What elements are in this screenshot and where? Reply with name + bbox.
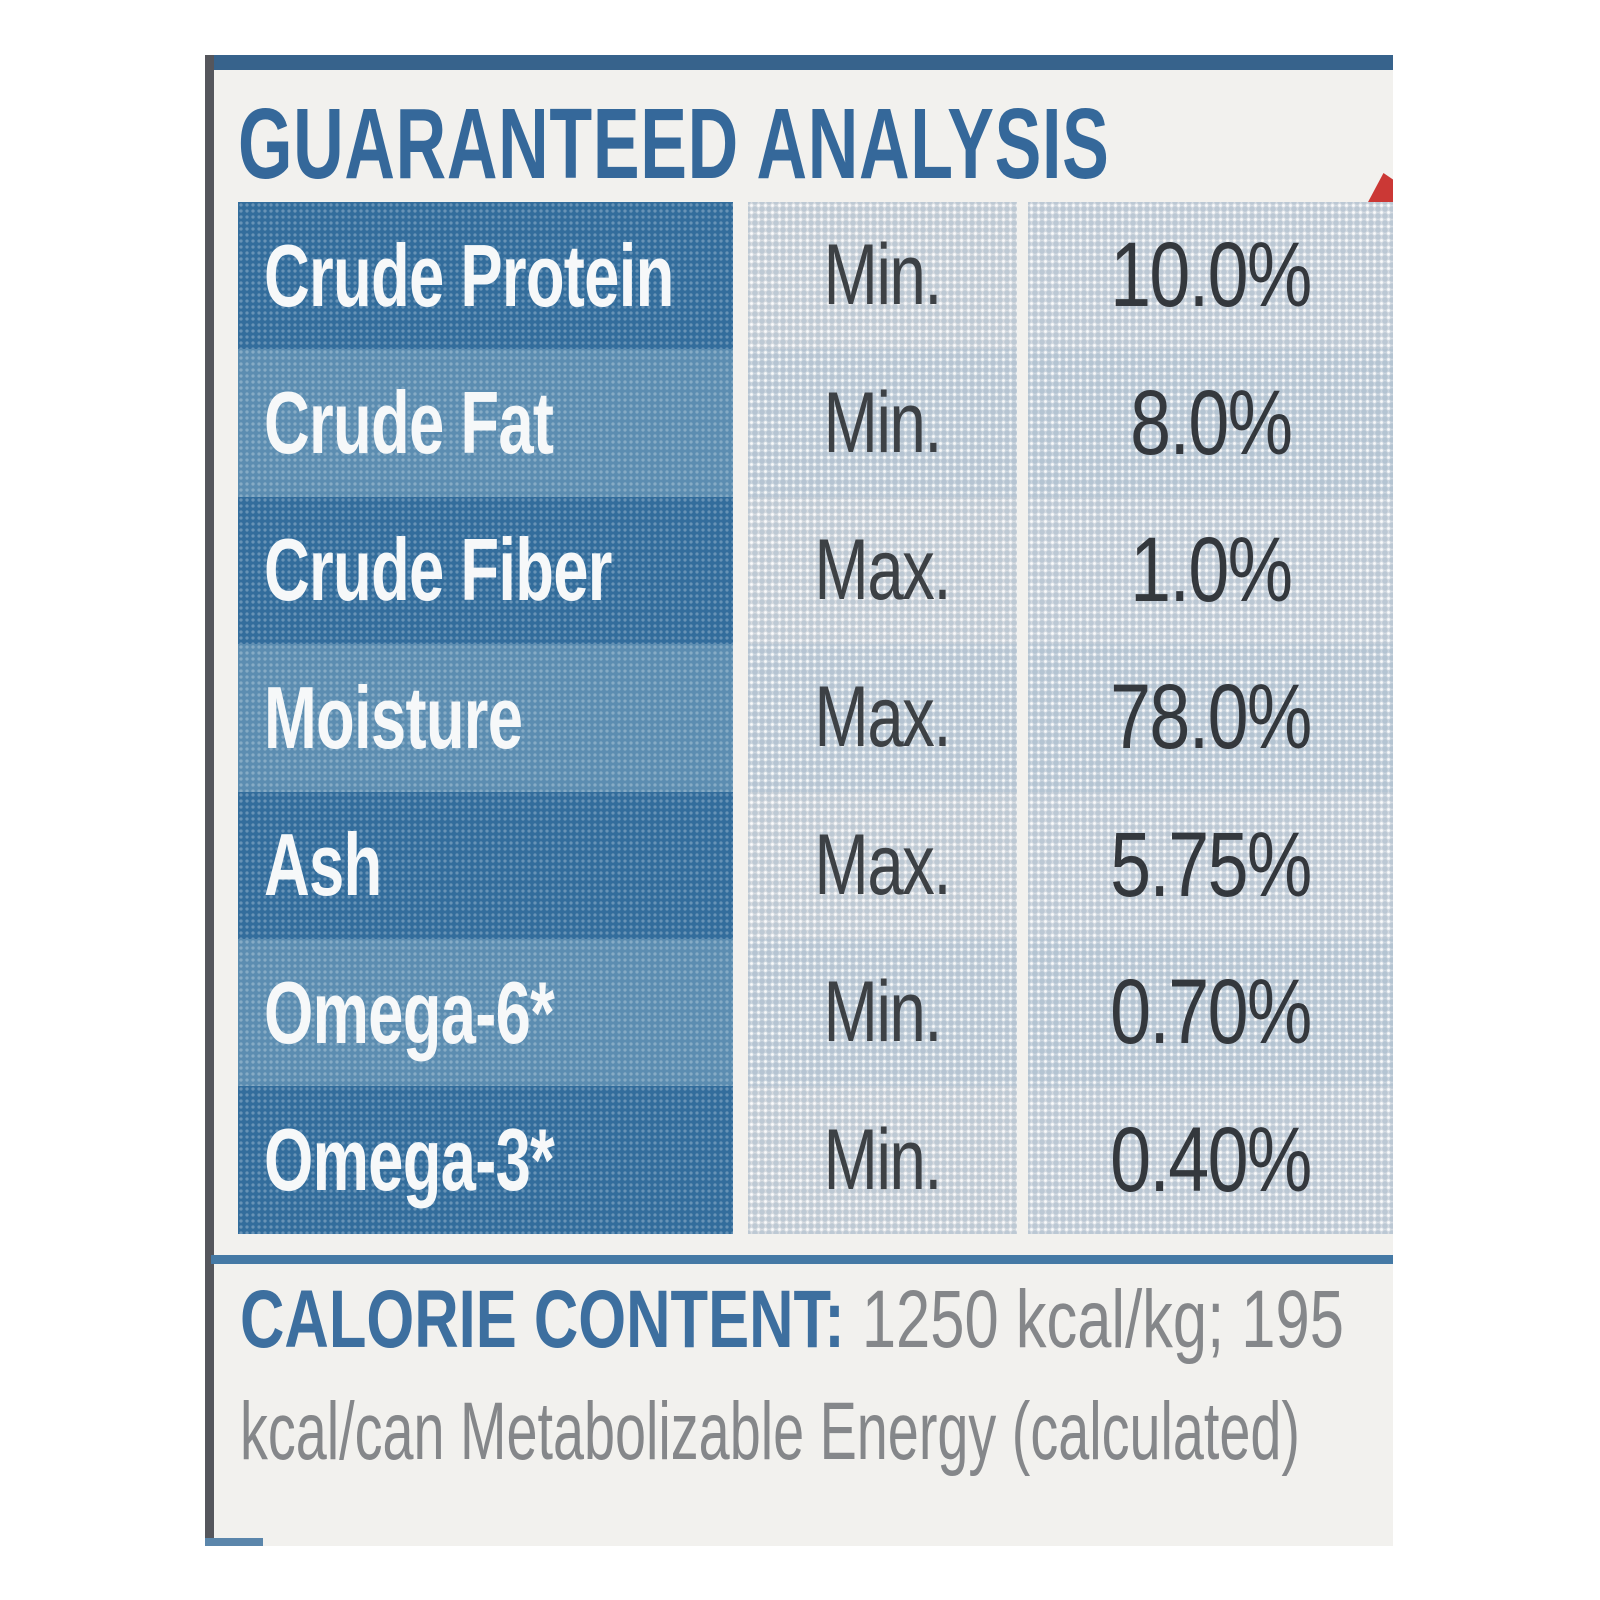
- basis-cell: Max.: [748, 791, 1017, 939]
- percent-value: 5.75%: [1110, 813, 1312, 916]
- calorie-content-value: 1250 kcal/kg; 195: [861, 1274, 1344, 1365]
- nutrient-name: Omega-6*: [264, 962, 555, 1062]
- nutrient-cell: Ash: [238, 791, 733, 939]
- nutrient-cell: Moisture: [238, 644, 733, 792]
- basis-label: Max.: [814, 669, 952, 766]
- table-row: Ash Max. 5.75%: [238, 791, 1393, 939]
- percent-value: 10.0%: [1110, 224, 1312, 327]
- percent-value: 1.0%: [1129, 518, 1293, 621]
- section-divider-line: [211, 1255, 1393, 1264]
- basis-cell: Max.: [748, 496, 1017, 645]
- percent-value: 0.70%: [1110, 961, 1312, 1064]
- nutrient-name: Crude Fiber: [264, 520, 612, 620]
- calorie-content-heading: CALORIE CONTENT:: [240, 1274, 845, 1365]
- nutrient-cell: Omega-3*: [238, 1086, 733, 1234]
- value-cell: 5.75%: [1028, 791, 1393, 939]
- table-row: Moisture Max. 78.0%: [238, 644, 1393, 792]
- basis-label: Max.: [814, 521, 952, 618]
- nutrient-cell: Crude Fiber: [238, 496, 733, 645]
- nutrient-cell: Omega-6*: [238, 938, 733, 1087]
- label-top-border: [205, 55, 1393, 70]
- basis-label: Max.: [814, 816, 952, 913]
- guaranteed-analysis-table: Crude Protein Min. 10.0% Crude Fat Min. …: [238, 202, 1393, 1234]
- basis-cell: Min.: [748, 1086, 1017, 1234]
- percent-value: 0.40%: [1110, 1108, 1312, 1211]
- basis-label: Min.: [823, 964, 943, 1061]
- table-row: Crude Fat Min. 8.0%: [238, 349, 1393, 497]
- nutrient-name: Omega-3*: [264, 1110, 555, 1210]
- basis-cell: Min.: [748, 202, 1017, 350]
- percent-value: 8.0%: [1129, 371, 1293, 474]
- label-bottom-edge-mark: [205, 1538, 263, 1546]
- table-row: Omega-6* Min. 0.70%: [238, 938, 1393, 1087]
- nutrient-cell: Crude Fat: [238, 349, 733, 497]
- table-row: Crude Fiber Max. 1.0%: [238, 496, 1393, 645]
- value-cell: 0.70%: [1028, 938, 1393, 1087]
- calorie-content-continuation: kcal/can Metabolizable Energy (calculate…: [240, 1386, 1300, 1477]
- basis-label: Min.: [823, 227, 943, 324]
- value-cell: 1.0%: [1028, 496, 1393, 645]
- nutrient-cell: Crude Protein: [238, 202, 733, 350]
- label-left-edge: [205, 55, 214, 1546]
- table-row: Crude Protein Min. 10.0%: [238, 202, 1393, 350]
- value-cell: 78.0%: [1028, 644, 1393, 792]
- calorie-content-line: CALORIE CONTENT: 1250 kcal/kg; 195: [240, 1273, 1344, 1367]
- basis-label: Min.: [823, 1111, 943, 1208]
- nutrient-name: Ash: [264, 815, 382, 915]
- basis-cell: Max.: [748, 644, 1017, 792]
- nutrient-name: Crude Protein: [264, 225, 674, 325]
- basis-label: Min.: [823, 374, 943, 471]
- nutrient-name: Crude Fat: [264, 373, 554, 473]
- basis-cell: Min.: [748, 349, 1017, 497]
- percent-value: 78.0%: [1110, 666, 1312, 769]
- pet-food-label: GUARANTEED ANALYSIS Crude Protein Min. 1…: [205, 55, 1393, 1546]
- value-cell: 10.0%: [1028, 202, 1393, 350]
- value-cell: 0.40%: [1028, 1086, 1393, 1234]
- table-row: Omega-3* Min. 0.40%: [238, 1086, 1393, 1234]
- basis-cell: Min.: [748, 938, 1017, 1087]
- nutrient-name: Moisture: [264, 667, 523, 767]
- guaranteed-analysis-title: GUARANTEED ANALYSIS: [238, 88, 1110, 200]
- value-cell: 8.0%: [1028, 349, 1393, 497]
